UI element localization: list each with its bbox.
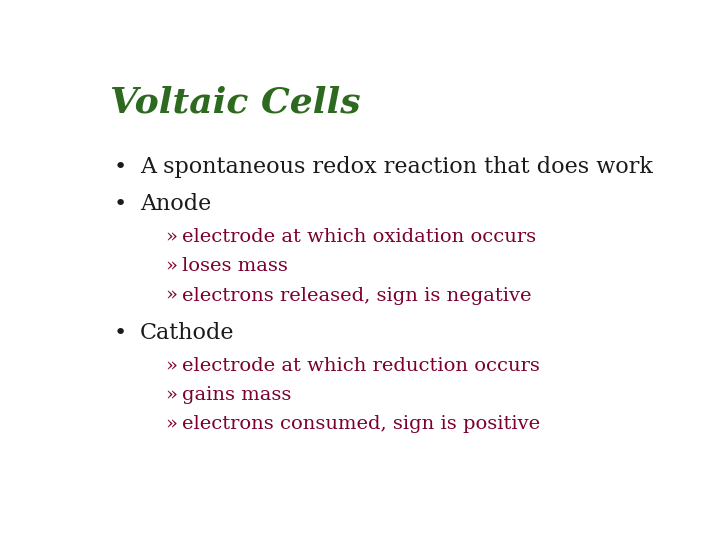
Text: loses mass: loses mass <box>182 258 288 275</box>
Text: »: » <box>166 415 177 434</box>
Text: electrode at which reduction occurs: electrode at which reduction occurs <box>182 357 540 375</box>
Text: gains mass: gains mass <box>182 386 292 404</box>
Text: »: » <box>166 258 177 275</box>
Text: electrons released, sign is negative: electrons released, sign is negative <box>182 287 531 305</box>
Text: »: » <box>166 386 177 404</box>
Text: »: » <box>166 357 177 375</box>
Text: »: » <box>166 228 177 246</box>
Text: •: • <box>114 157 127 177</box>
Text: Cathode: Cathode <box>140 322 235 344</box>
Text: Voltaic Cells: Voltaic Cells <box>109 85 360 119</box>
Text: Anode: Anode <box>140 193 212 215</box>
Text: A spontaneous redox reaction that does work: A spontaneous redox reaction that does w… <box>140 156 653 178</box>
Text: electrode at which oxidation occurs: electrode at which oxidation occurs <box>182 228 536 246</box>
Text: electrons consumed, sign is positive: electrons consumed, sign is positive <box>182 415 540 434</box>
Text: •: • <box>114 194 127 214</box>
Text: »: » <box>166 287 177 305</box>
Text: •: • <box>114 323 127 343</box>
